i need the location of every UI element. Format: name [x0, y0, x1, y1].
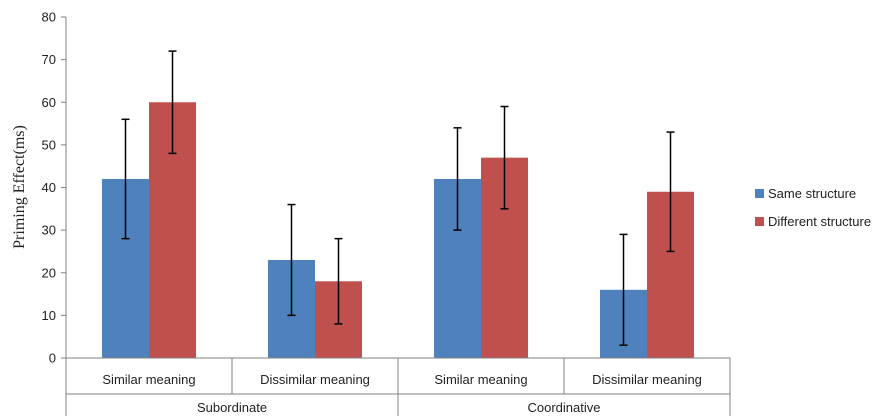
y-tick-label: 70: [42, 52, 56, 67]
legend-label: Different structure: [768, 214, 871, 229]
y-tick-label: 50: [42, 137, 56, 152]
y-tick-label: 0: [49, 351, 56, 366]
x-category-label: Dissimilar meaning: [260, 372, 370, 387]
x-group-label: Subordinate: [197, 400, 267, 415]
legend-swatch: [755, 189, 764, 198]
y-tick-label: 60: [42, 95, 56, 110]
y-tick-label: 30: [42, 223, 56, 238]
bars: [102, 102, 694, 358]
y-axis: 0 10 20 30 40 50 60 70 80: [42, 10, 67, 366]
legend: Same structure Different structure: [755, 186, 871, 229]
x-group-label: Coordinative: [528, 400, 601, 415]
x-axis: Similar meaning Dissimilar meaning Similar…: [65, 357, 731, 416]
x-category-label: Dissimilar meaning: [592, 372, 702, 387]
error-bars: [121, 50, 675, 346]
legend-swatch: [755, 217, 764, 226]
x-category-label: Similar meaning: [102, 372, 195, 387]
x-category-label: Similar meaning: [434, 372, 527, 387]
y-tick-label: 20: [42, 265, 56, 280]
legend-label: Same structure: [768, 186, 856, 201]
y-tick-label: 40: [42, 180, 56, 195]
y-tick-label: 10: [42, 308, 56, 323]
y-tick-label: 80: [42, 10, 56, 25]
y-axis-label: Priming Effect(ms): [11, 125, 28, 249]
